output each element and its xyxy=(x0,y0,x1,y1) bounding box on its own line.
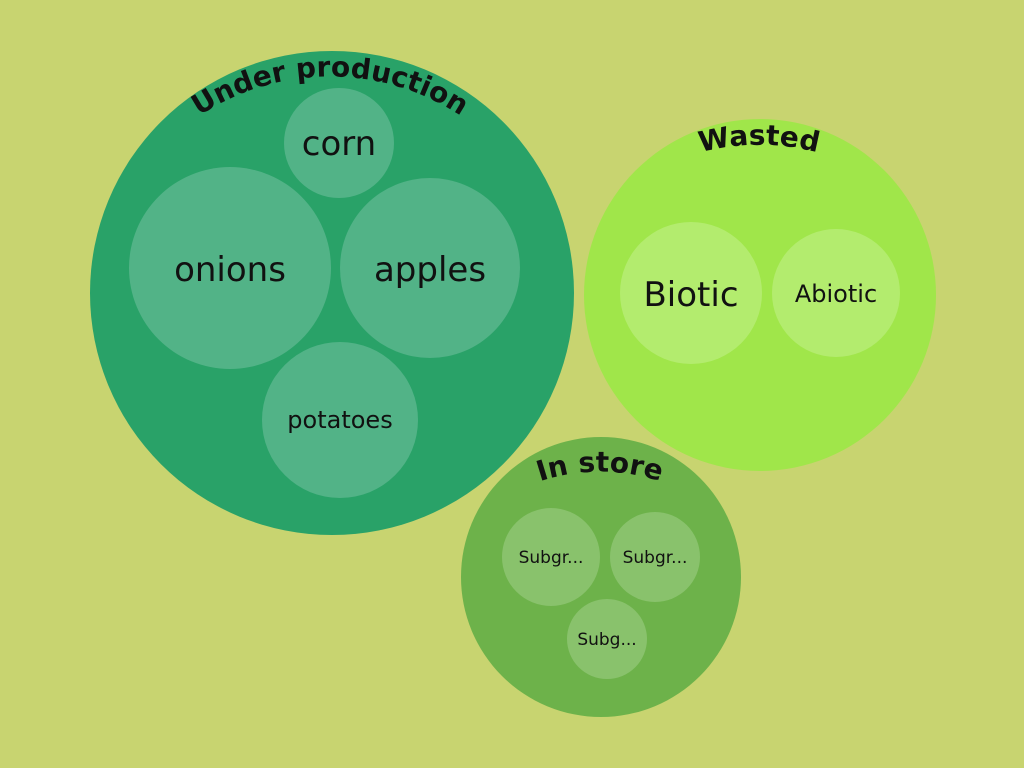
group-in-store: In store Subgr... Subgr... Subg... xyxy=(461,437,741,717)
sub-bubble-in-store-3-circle xyxy=(567,599,647,679)
sub-bubble-in-store-1-circle xyxy=(502,508,600,606)
group-under-production: Under production corn onions apples pota… xyxy=(90,50,574,535)
sub-bubble-abiotic: Abiotic xyxy=(772,229,900,357)
sub-label-abiotic: Abiotic xyxy=(795,280,877,308)
sub-bubble-potatoes: potatoes xyxy=(262,342,418,498)
sub-label-corn: corn xyxy=(302,124,376,164)
sub-bubble-onions: onions xyxy=(129,167,331,369)
sub-bubble-biotic-circle xyxy=(620,222,762,364)
sub-bubble-in-store-2: Subgr... xyxy=(610,512,700,602)
sub-bubble-onions-circle xyxy=(129,167,331,369)
sub-label-in-store-2: Subgr... xyxy=(623,548,688,568)
sub-bubble-corn-circle xyxy=(284,88,394,198)
sub-bubble-abiotic-circle xyxy=(772,229,900,357)
sub-bubble-in-store-2-circle xyxy=(610,512,700,602)
sub-label-biotic: Biotic xyxy=(643,275,738,315)
sub-bubble-apples: apples xyxy=(340,178,520,358)
sub-label-in-store-3: Subg... xyxy=(577,630,636,650)
sub-label-in-store-1: Subgr... xyxy=(519,548,584,568)
sub-bubble-biotic: Biotic xyxy=(620,222,762,364)
sub-bubble-in-store-1: Subgr... xyxy=(502,508,600,606)
sub-label-apples: apples xyxy=(374,250,486,290)
sub-label-onions: onions xyxy=(174,250,286,290)
sub-label-potatoes: potatoes xyxy=(287,406,392,434)
sub-bubble-apples-circle xyxy=(340,178,520,358)
group-wasted: Wasted Biotic Abiotic xyxy=(584,119,936,471)
sub-bubble-in-store-3: Subg... xyxy=(567,599,647,679)
sub-bubble-corn: corn xyxy=(284,88,394,198)
group-bubble-in-store xyxy=(461,437,741,717)
sub-bubble-potatoes-circle xyxy=(262,342,418,498)
